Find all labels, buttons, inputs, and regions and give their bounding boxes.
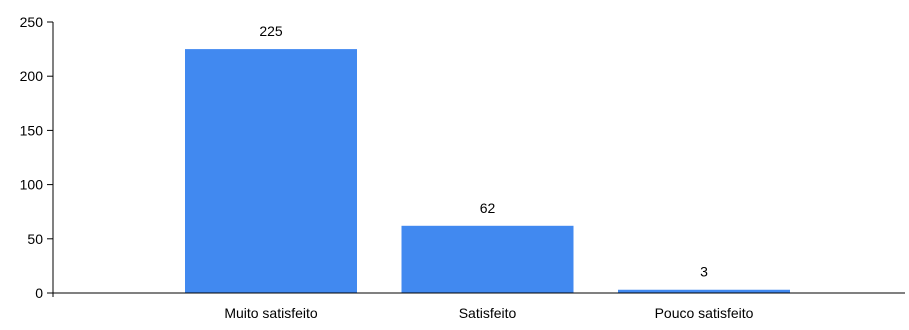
bar-pouco-satisfeito xyxy=(618,289,790,293)
x-tick-label: Satisfeito xyxy=(459,305,517,321)
y-tick-label: 100 xyxy=(20,177,44,193)
bar-data-label: 62 xyxy=(480,200,496,216)
y-tick-label: 0 xyxy=(35,285,43,301)
x-tick-label: Pouco satisfeito xyxy=(655,305,754,321)
y-axis-ticks: 0 50 100 150 200 250 xyxy=(20,14,53,301)
data-labels-group: 225 62 3 xyxy=(259,23,708,280)
bars-group xyxy=(185,49,790,293)
y-tick-label: 200 xyxy=(20,68,44,84)
y-tick-label: 150 xyxy=(20,122,44,138)
y-tick-label: 250 xyxy=(20,14,44,30)
bar-data-label: 3 xyxy=(700,264,708,280)
bar-satisfeito xyxy=(401,225,574,293)
x-axis-labels-group: Muito satisfeito Satisfeito Pouco satisfei… xyxy=(224,305,753,321)
bar-data-label: 225 xyxy=(259,23,283,39)
bar-muito-satisfeito xyxy=(185,49,357,293)
x-tick-label: Muito satisfeito xyxy=(224,305,318,321)
y-tick-label: 50 xyxy=(27,231,43,247)
